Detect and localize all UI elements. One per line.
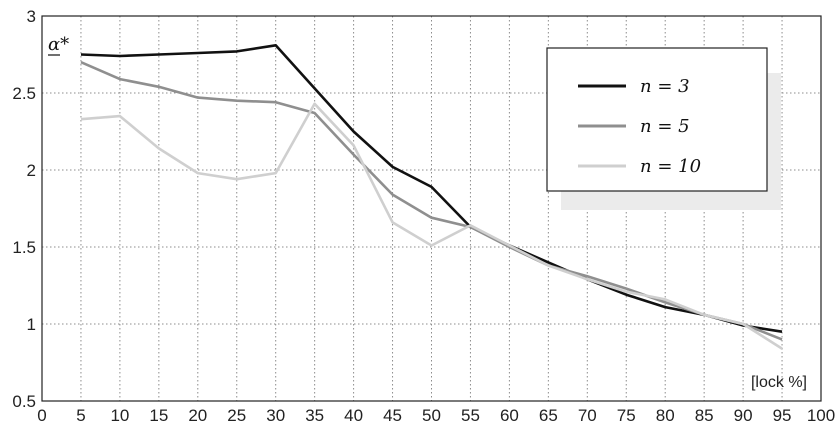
x-tick-label: 70 — [578, 406, 597, 425]
legend: n = 3 n = 5 n = 10 — [546, 47, 781, 210]
x-tick-label: 15 — [149, 406, 168, 425]
legend-items: n = 3 n = 5 n = 10 — [578, 76, 701, 177]
x-tick-label: 95 — [773, 406, 792, 425]
x-tick-label: 40 — [344, 406, 363, 425]
x-tick-label: 100 — [807, 406, 835, 425]
legend-label: n = 10 — [640, 156, 701, 177]
x-axis-ticks: 0 5 10 15 20 25 30 35 40 45 50 55 60 65 70 75 80 85 90 95 10… — [37, 406, 835, 425]
y-axis-ticks: 0.5 1 1.5 2 2.5 3 — [12, 7, 36, 411]
series-line — [80, 43, 783, 333]
x-tick-label: 55 — [461, 406, 480, 425]
y-axis-label: α* — [48, 34, 69, 55]
y-tick-label: 2 — [27, 161, 36, 180]
x-tick-label: 85 — [695, 406, 714, 425]
y-tick-label: 3 — [27, 7, 36, 26]
x-tick-label: 10 — [110, 406, 129, 425]
x-tick-label: 30 — [266, 406, 285, 425]
x-tick-label: 25 — [227, 406, 246, 425]
legend-label: n = 3 — [640, 76, 690, 97]
x-tick-label: 5 — [76, 406, 85, 425]
x-tick-label: 65 — [539, 406, 558, 425]
x-tick-label: 75 — [617, 406, 636, 425]
series-line — [80, 102, 783, 350]
x-tick-label: 0 — [37, 406, 46, 425]
y-tick-label: 2.5 — [12, 84, 36, 103]
x-axis-label: [lock %] — [751, 374, 807, 391]
y-tick-label: 0.5 — [12, 392, 36, 411]
x-tick-label: 80 — [656, 406, 675, 425]
legend-label: n = 5 — [640, 116, 690, 137]
x-tick-label: 45 — [383, 406, 402, 425]
series-line — [80, 61, 783, 341]
x-tick-label: 20 — [188, 406, 207, 425]
x-tick-label: 50 — [422, 406, 441, 425]
x-tick-label: 60 — [500, 406, 519, 425]
series-lines — [80, 43, 783, 350]
plot-border — [41, 15, 822, 402]
plot-frame — [41, 15, 822, 402]
x-tick-label: 90 — [734, 406, 753, 425]
y-tick-label: 1.5 — [12, 238, 36, 257]
y-tick-label: 1 — [27, 315, 36, 334]
x-tick-label: 35 — [305, 406, 324, 425]
